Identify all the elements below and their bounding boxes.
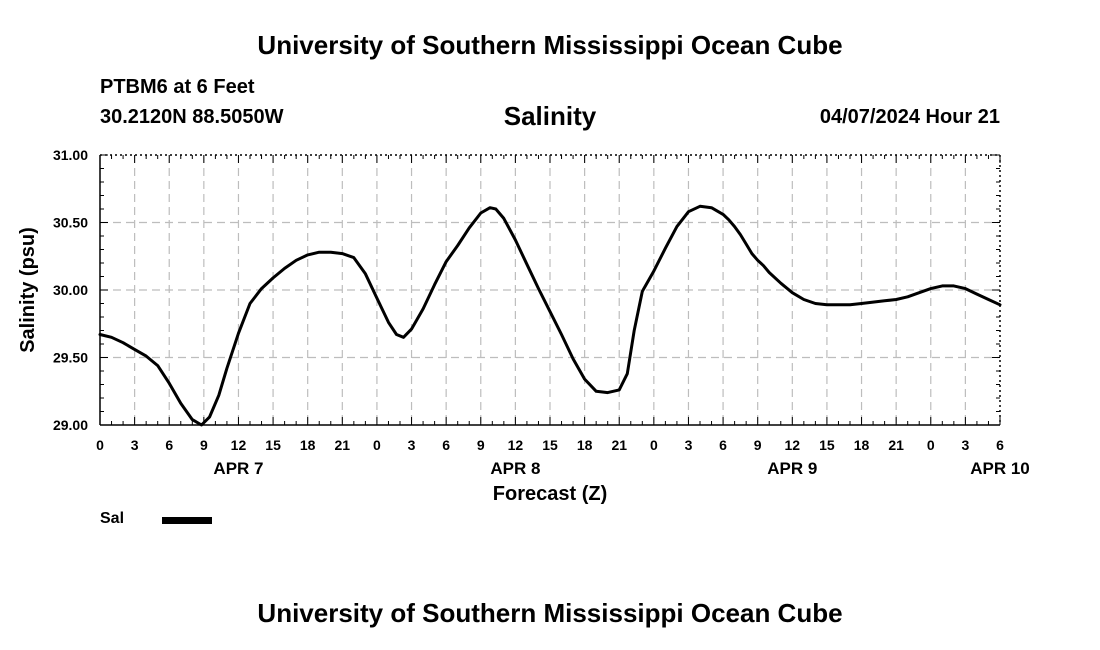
x-tick-label: 21 — [611, 437, 627, 453]
day-label: APR 9 — [767, 459, 817, 478]
footer-title: University of Southern Mississippi Ocean… — [257, 598, 843, 628]
y-tick-label: 31.00 — [53, 147, 88, 163]
x-axis-title: Forecast (Z) — [493, 483, 607, 505]
x-tick-label: 9 — [754, 437, 762, 453]
series — [98, 204, 1002, 427]
x-tick-label: 0 — [373, 437, 381, 453]
x-tick-label: 0 — [96, 437, 104, 453]
axis-labels: 29.00 29.50 30.00 30.50 31.00 0 3 6 9 12 15 18 21 0 3 6… — [17, 147, 1030, 505]
chart-title: Salinity — [503, 101, 597, 131]
x-tick-label: 18 — [577, 437, 593, 453]
day-label: APR 7 — [213, 459, 263, 478]
x-tick-label: 18 — [300, 437, 316, 453]
x-tick-label: 3 — [685, 437, 693, 453]
x-tick-label: 18 — [854, 437, 870, 453]
grid — [100, 155, 1000, 425]
y-axis-title: Salinity (psu) — [17, 227, 39, 353]
x-tick-label: 21 — [888, 437, 904, 453]
x-tick-label: 0 — [650, 437, 658, 453]
x-tick-label: 3 — [408, 437, 416, 453]
x-tick-label: 12 — [785, 437, 801, 453]
x-tick-label: 3 — [961, 437, 969, 453]
legend-swatch — [162, 517, 212, 524]
day-label: APR 10 — [970, 459, 1030, 478]
x-tick-label: 21 — [335, 437, 351, 453]
series-line-sal — [98, 204, 1002, 427]
x-tick-label: 6 — [165, 437, 173, 453]
x-tick-label: 6 — [996, 437, 1004, 453]
x-tick-label: 9 — [200, 437, 208, 453]
page-title: University of Southern Mississippi Ocean… — [257, 30, 843, 60]
x-tick-label: 12 — [231, 437, 247, 453]
day-label: APR 8 — [490, 459, 540, 478]
x-tick-label: 15 — [542, 437, 558, 453]
y-tick-label: 29.00 — [53, 417, 88, 433]
axes — [99, 154, 1001, 426]
x-tick-label: 0 — [927, 437, 935, 453]
x-tick-label: 15 — [819, 437, 835, 453]
y-tick-label: 30.50 — [53, 215, 88, 231]
x-tick-label: 6 — [719, 437, 727, 453]
timestamp-label: 04/07/2024 Hour 21 — [819, 106, 1000, 128]
coordinates-label: 30.2120N 88.5050W — [100, 106, 284, 128]
y-tick-label: 30.00 — [53, 282, 88, 298]
legend-label: Sal — [100, 510, 125, 527]
x-tick-label: 6 — [442, 437, 450, 453]
x-tick-label: 15 — [265, 437, 281, 453]
y-tick-label: 29.50 — [53, 350, 88, 366]
x-tick-label: 9 — [477, 437, 485, 453]
x-tick-label: 3 — [131, 437, 139, 453]
station-label: PTBM6 at 6 Feet — [100, 76, 255, 98]
x-tick-label: 12 — [508, 437, 524, 453]
